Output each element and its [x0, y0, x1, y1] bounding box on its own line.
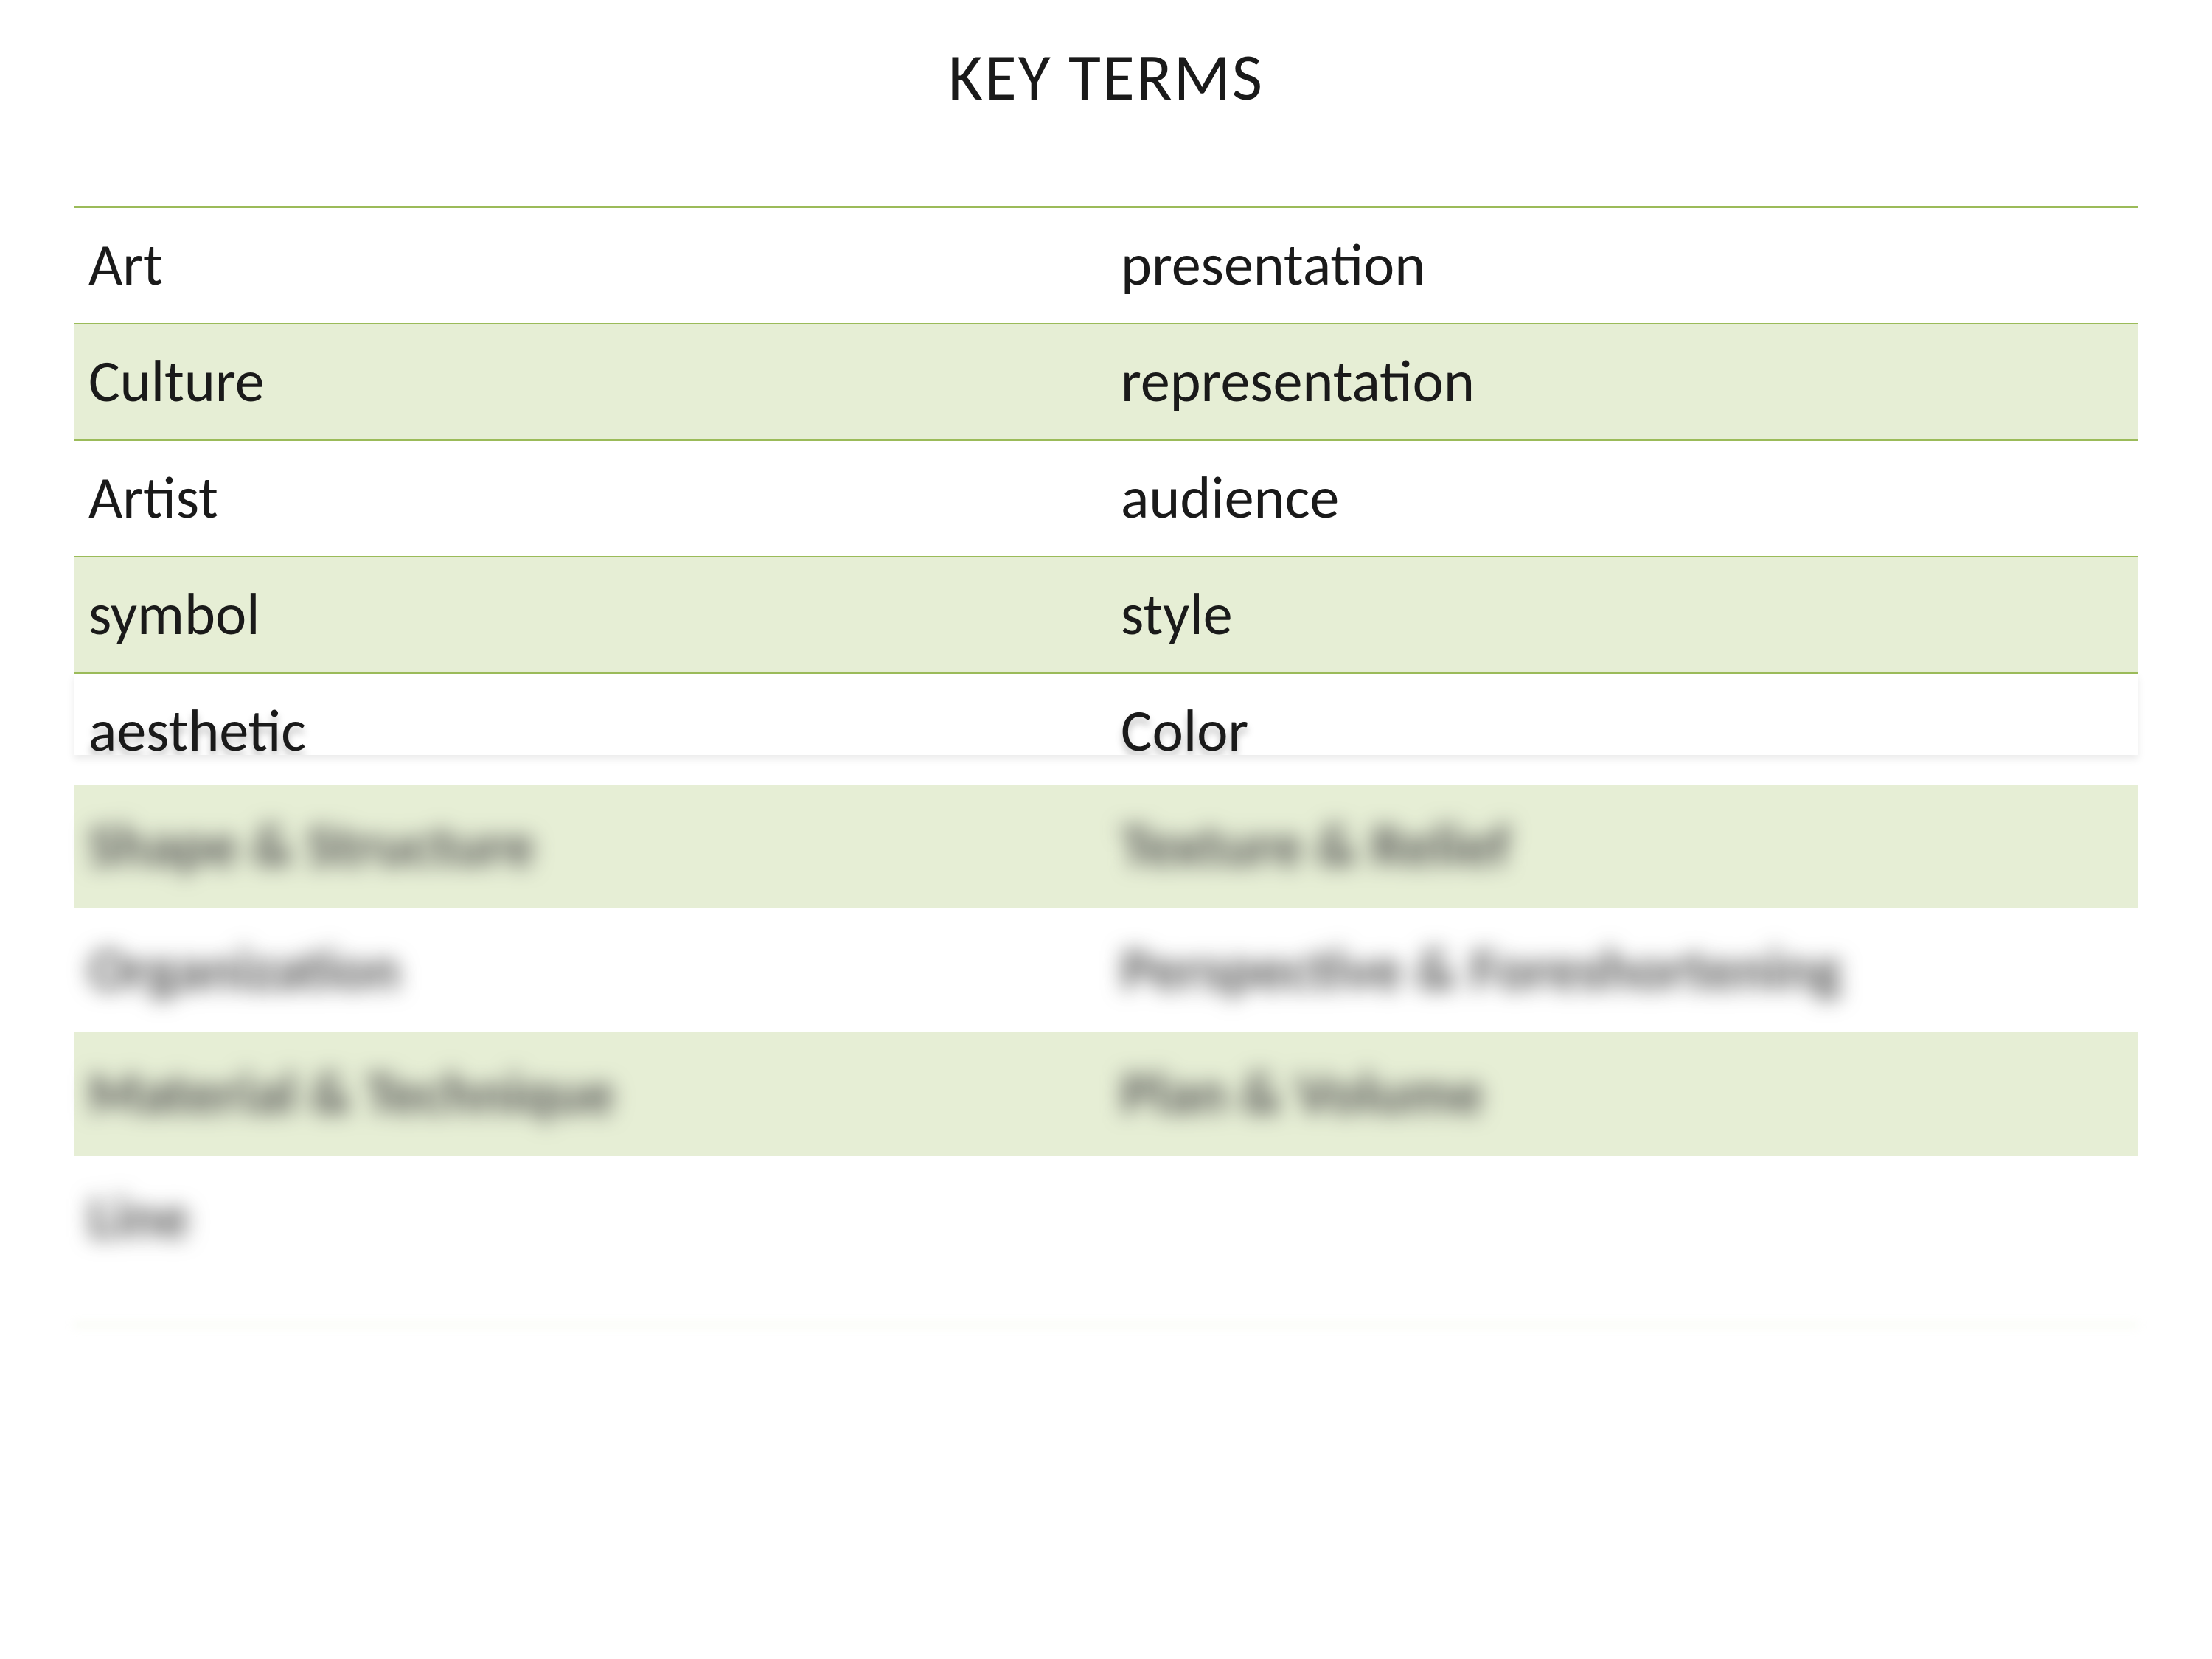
blurred-row: Organization Perspective & Foreshortenin…: [74, 908, 2138, 1032]
blurred-cell-right: Texture & Relief: [1106, 785, 2138, 908]
blurred-cell-left: Material & Technique: [74, 1032, 1106, 1156]
key-terms-table: Art presentation Culture representation …: [74, 206, 2138, 755]
blurred-preview-zone: Shape & Structure Texture & Relief Organ…: [74, 785, 2138, 1326]
term-cell-right: audience: [1106, 441, 2138, 556]
blurred-row: Shape & Structure Texture & Relief: [74, 785, 2138, 908]
blurred-cell-right: [1106, 1156, 2138, 1280]
page-title: KEY TERMS: [74, 37, 2138, 118]
blurred-cell-left: Line: [74, 1156, 1106, 1280]
term-cell-right: Color: [1106, 674, 2138, 755]
blurred-row: Material & Technique Plan & Volume: [74, 1032, 2138, 1156]
table-row: Art presentation: [74, 206, 2138, 323]
term-cell-left: Culture: [74, 324, 1106, 439]
term-cell-right: style: [1106, 557, 2138, 672]
faint-divider: [74, 1324, 2138, 1326]
blurred-cell-right: Perspective & Foreshortening: [1106, 908, 2138, 1032]
blurred-cell-left: Organization: [74, 908, 1106, 1032]
term-cell-left: aesthetic: [74, 674, 1106, 755]
term-cell-left: Art: [74, 208, 1106, 323]
term-cell-right: representation: [1106, 324, 2138, 439]
table-row: Artist audience: [74, 439, 2138, 556]
table-row: Culture representation: [74, 323, 2138, 439]
term-cell-left: Artist: [74, 441, 1106, 556]
term-cell-left: symbol: [74, 557, 1106, 672]
table-row: aesthetic Color: [74, 672, 2138, 755]
blurred-cell-right: Plan & Volume: [1106, 1032, 2138, 1156]
term-cell-right: presentation: [1106, 208, 2138, 323]
table-row: symbol style: [74, 556, 2138, 672]
blurred-row: Line: [74, 1156, 2138, 1280]
blurred-cell-left: Shape & Structure: [74, 785, 1106, 908]
